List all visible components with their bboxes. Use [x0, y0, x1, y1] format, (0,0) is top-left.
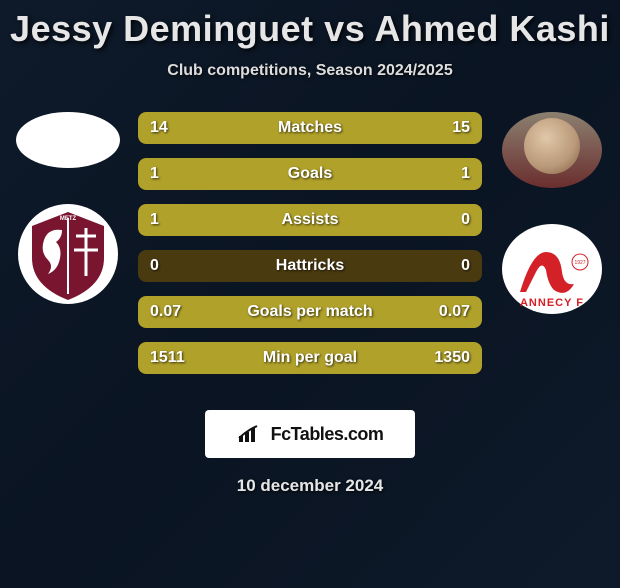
- svg-text:METZ: METZ: [60, 216, 77, 222]
- stat-row: 0 0 Hattricks: [138, 250, 482, 282]
- club-left-logo: METZ: [18, 204, 118, 304]
- stat-value-left: 0: [150, 257, 159, 275]
- club-right-logo: 1927 ANNECY F: [502, 224, 602, 314]
- stat-value-right: 1: [461, 165, 470, 183]
- bar-left-fill: [138, 158, 310, 190]
- stat-value-left: 1511: [150, 349, 185, 367]
- stat-value-left: 1: [150, 165, 159, 183]
- subtitle: Club competitions, Season 2024/2025: [0, 62, 620, 80]
- bar-right-fill: [310, 158, 482, 190]
- brand-text: FcTables.com: [271, 424, 384, 445]
- stat-value-left: 14: [150, 119, 168, 137]
- stat-label: Goals per match: [247, 303, 372, 321]
- comparison-panel: METZ 1927 ANNECY F 14 15 Matches 1 1 Goals 1 0 A…: [0, 112, 620, 392]
- brand-icon: [237, 424, 265, 444]
- date-text: 10 december 2024: [0, 476, 620, 496]
- svg-text:1927: 1927: [574, 260, 585, 266]
- player-left-avatar: [16, 112, 120, 168]
- stat-label: Goals: [288, 165, 332, 183]
- stat-row: 1511 1350 Min per goal: [138, 342, 482, 374]
- stat-label: Assists: [282, 211, 339, 229]
- brand-box: FcTables.com: [205, 410, 415, 458]
- page-title: Jessy Deminguet vs Ahmed Kashi: [0, 8, 620, 50]
- stat-label: Hattricks: [276, 257, 344, 275]
- stat-row: 14 15 Matches: [138, 112, 482, 144]
- svg-text:ANNECY F: ANNECY F: [520, 297, 584, 309]
- stat-value-left: 1: [150, 211, 159, 229]
- left-player-column: METZ: [8, 112, 128, 304]
- stat-label: Matches: [278, 119, 342, 137]
- stat-value-right: 0: [461, 257, 470, 275]
- stat-value-right: 15: [452, 119, 470, 137]
- stat-value-right: 0.07: [439, 303, 470, 321]
- stats-bars: 14 15 Matches 1 1 Goals 1 0 Assists 0 0 Hattricks 0.…: [138, 112, 482, 388]
- stat-row: 1 0 Assists: [138, 204, 482, 236]
- stat-value-right: 0: [461, 211, 470, 229]
- stat-value-right: 1350: [434, 349, 470, 367]
- stat-label: Min per goal: [263, 349, 357, 367]
- right-player-column: 1927 ANNECY F: [492, 112, 612, 314]
- stat-value-left: 0.07: [150, 303, 181, 321]
- stat-row: 1 1 Goals: [138, 158, 482, 190]
- player-right-avatar: [502, 112, 602, 188]
- stat-row: 0.07 0.07 Goals per match: [138, 296, 482, 328]
